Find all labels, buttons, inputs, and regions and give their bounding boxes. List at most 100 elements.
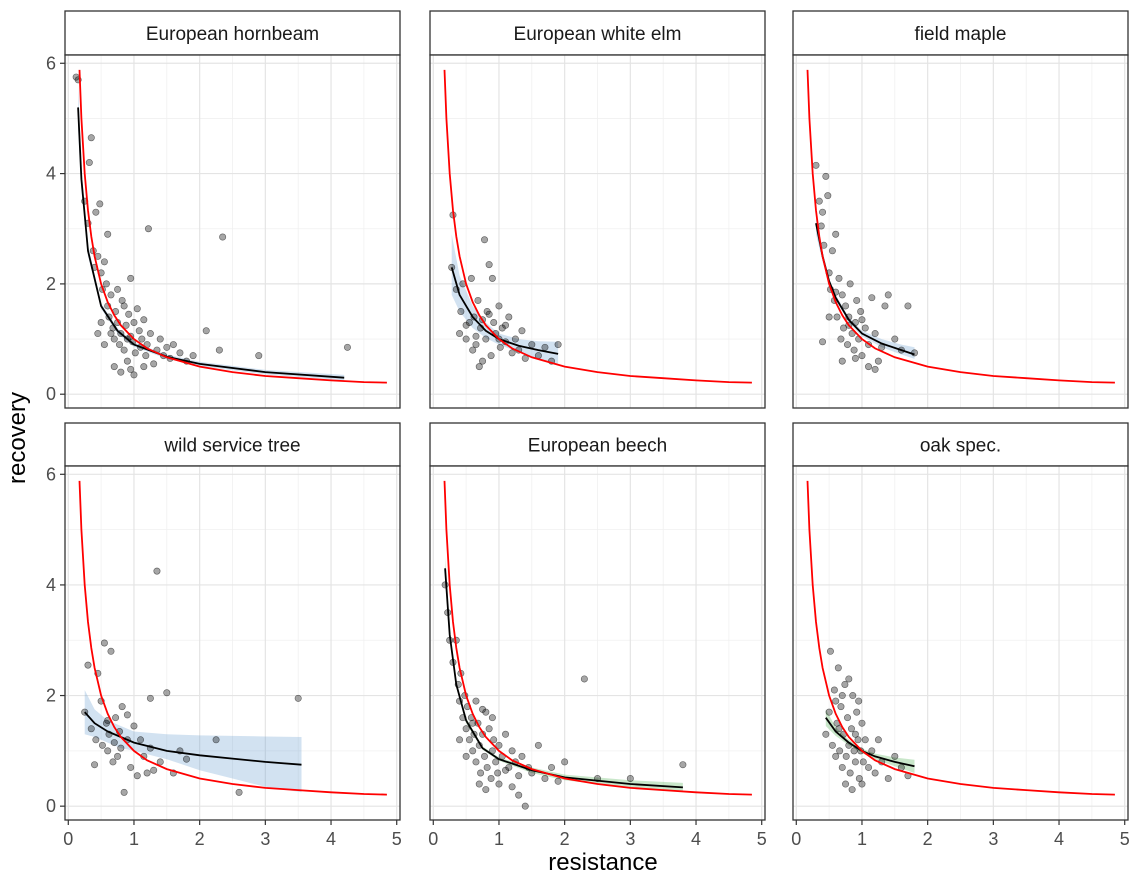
facet-title: field maple xyxy=(915,24,1007,45)
data-point xyxy=(851,758,859,766)
data-point xyxy=(133,305,141,313)
data-point xyxy=(97,319,105,327)
data-point xyxy=(465,736,473,744)
data-point xyxy=(120,788,128,796)
reference-curve xyxy=(806,69,1115,384)
data-point xyxy=(865,363,873,371)
panel-border xyxy=(64,465,401,821)
data-point xyxy=(838,763,846,771)
data-point xyxy=(844,714,852,722)
x-tick-label: 2 xyxy=(560,829,570,849)
data-point xyxy=(861,324,869,332)
data-point xyxy=(472,341,480,349)
facet-title: oak spec. xyxy=(920,436,1001,457)
fit-line xyxy=(77,107,345,379)
data-point xyxy=(485,725,493,733)
data-point xyxy=(838,357,846,365)
data-point xyxy=(515,791,523,799)
data-point xyxy=(842,302,850,310)
x-tick-label: 4 xyxy=(326,829,336,849)
data-point xyxy=(114,752,122,760)
facet-panel: European beech 0 1 2 3 4 5 xyxy=(428,422,767,849)
data-point xyxy=(855,697,863,705)
data-point xyxy=(87,725,95,733)
data-point xyxy=(457,307,465,315)
data-point xyxy=(855,775,863,783)
data-point xyxy=(679,761,687,769)
data-point xyxy=(212,736,220,744)
data-point xyxy=(859,758,867,766)
facet-panel: oak spec. 0 1 2 3 4 5 xyxy=(791,422,1130,849)
data-point xyxy=(502,730,510,738)
data-point xyxy=(853,296,861,304)
data-point xyxy=(472,758,480,766)
data-point xyxy=(502,766,510,774)
facet-strip xyxy=(64,10,401,56)
data-point xyxy=(868,747,876,755)
data-point xyxy=(462,335,470,343)
y-tick-label: 4 xyxy=(46,164,56,184)
data-point xyxy=(842,752,850,760)
facet-strip xyxy=(792,422,1129,467)
data-point xyxy=(492,758,500,766)
data-point xyxy=(487,352,495,360)
data-point xyxy=(891,752,899,760)
data-point xyxy=(511,335,519,343)
facet-title: European beech xyxy=(528,436,667,457)
panel-plot-area xyxy=(430,55,765,408)
data-point xyxy=(456,330,464,338)
data-point xyxy=(487,775,495,783)
data-point xyxy=(865,763,873,771)
data-point xyxy=(176,349,184,357)
data-point xyxy=(479,705,487,713)
data-point xyxy=(828,247,836,255)
data-point xyxy=(874,736,882,744)
data-point xyxy=(874,357,882,365)
data-point xyxy=(825,313,833,321)
data-point xyxy=(846,769,854,777)
data-point xyxy=(871,365,879,373)
fit-line xyxy=(450,267,559,355)
data-point xyxy=(137,736,145,744)
data-point xyxy=(130,319,138,327)
data-point xyxy=(122,321,130,329)
data-point xyxy=(842,780,850,788)
data-point xyxy=(462,725,470,733)
data-point xyxy=(472,332,480,340)
data-point xyxy=(528,341,536,349)
data-point xyxy=(891,335,899,343)
data-point xyxy=(215,346,223,354)
data-point xyxy=(554,341,562,349)
data-point xyxy=(515,772,523,780)
x-tick-label: 4 xyxy=(691,829,701,849)
data-point xyxy=(824,192,832,200)
data-point xyxy=(84,661,92,669)
y-tick-label: 6 xyxy=(46,53,56,73)
panel-plot-area xyxy=(793,55,1128,408)
data-point xyxy=(850,346,858,354)
data-point xyxy=(142,352,150,360)
data-point xyxy=(495,302,503,310)
data-point xyxy=(496,343,504,351)
reference-curve xyxy=(78,69,387,384)
data-point xyxy=(110,335,118,343)
data-point xyxy=(467,274,475,282)
data-point xyxy=(830,686,838,694)
data-point xyxy=(822,172,830,180)
y-tick-label: 0 xyxy=(46,796,56,816)
data-point xyxy=(854,736,862,744)
data-point xyxy=(502,321,510,329)
data-point xyxy=(219,233,227,241)
data-point xyxy=(120,302,128,310)
data-point xyxy=(838,291,846,299)
data-point xyxy=(163,343,171,351)
panel-border xyxy=(792,465,1129,821)
data-point xyxy=(483,763,491,771)
x-tick-label: 1 xyxy=(857,829,867,849)
x-tick-label: 5 xyxy=(757,829,767,849)
data-point xyxy=(495,780,503,788)
data-point xyxy=(833,313,841,321)
facet-panel: field maple xyxy=(792,10,1129,409)
data-point xyxy=(100,341,108,349)
